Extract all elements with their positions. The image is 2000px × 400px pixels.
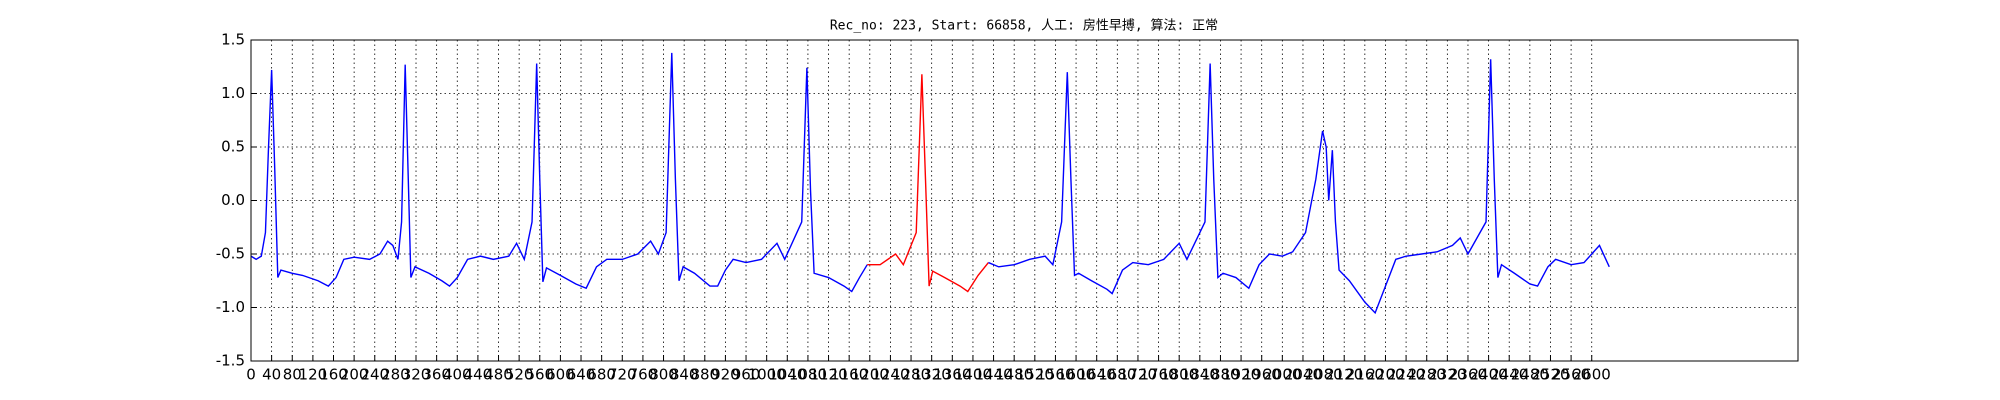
chart-title: Rec_no: 223, Start: 66858, 人工: 房性早搏, 算法:… [830, 18, 1218, 34]
y-tick-label: 1.0 [221, 84, 245, 102]
x-tick-label: 1920 [1222, 366, 1260, 384]
x-tick-label: 1520 [1016, 366, 1054, 384]
x-tick-label: 1280 [892, 366, 930, 384]
x-tick-label: 880 [690, 366, 719, 384]
x-tick-label: 440 [464, 366, 493, 384]
x-tick-label: 840 [670, 366, 699, 384]
ecg-line [988, 59, 1610, 315]
plot-frame [250, 39, 1799, 362]
x-tick-label: 2240 [1387, 366, 1425, 384]
x-tick-label: 1080 [789, 366, 827, 384]
y-tick-label: 1.5 [221, 31, 245, 49]
x-tick-label: 1720 [1119, 366, 1157, 384]
x-tick-label: 920 [711, 366, 740, 384]
x-tick-label: 2000 [1263, 366, 1301, 384]
x-tick-label: 1760 [1139, 366, 1177, 384]
x-tick-label: 680 [587, 366, 616, 384]
x-tick-label: 760 [629, 366, 658, 384]
x-tick-label: 2120 [1325, 366, 1363, 384]
y-tick-label: 0.5 [221, 138, 245, 156]
x-tick-label: 1960 [1243, 366, 1281, 384]
ecg-line [867, 74, 989, 293]
x-tick-label: 2200 [1366, 366, 1404, 384]
x-tick-label: 1440 [974, 366, 1012, 384]
x-tick-label: 2320 [1428, 366, 1466, 384]
x-tick-label: 1200 [851, 366, 889, 384]
x-tick-label: 1320 [913, 366, 951, 384]
x-tick-label: 320 [402, 366, 431, 384]
x-tick-label: 160 [319, 366, 348, 384]
x-tick-label: 2040 [1284, 366, 1322, 384]
x-tick-label: 1880 [1201, 366, 1239, 384]
x-tick-label: 2160 [1346, 366, 1384, 384]
y-tick-label: -0.5 [216, 245, 245, 263]
x-tick-label: 2360 [1449, 366, 1487, 384]
x-tick-label: 600 [546, 366, 575, 384]
x-tick-label: 1800 [1160, 366, 1198, 384]
x-tick-label: 280 [381, 366, 410, 384]
x-tick-label: 2280 [1408, 366, 1446, 384]
x-tick-label: 2080 [1304, 366, 1342, 384]
x-tick-label: 1160 [830, 366, 868, 384]
x-tick-label: 560 [525, 366, 554, 384]
x-tick-label: 40 [262, 366, 281, 384]
x-tick-label: 1120 [809, 366, 847, 384]
x-tick-label: 480 [484, 366, 513, 384]
x-tick-label: 2400 [1470, 366, 1508, 384]
x-tick-label: 2560 [1552, 366, 1590, 384]
x-tick-label: 1360 [933, 366, 971, 384]
x-tick-label: 120 [299, 366, 328, 384]
x-tick-label: 2480 [1511, 366, 1549, 384]
y-tick-label: 0.0 [221, 191, 245, 209]
x-tick-label: 1840 [1181, 366, 1219, 384]
x-tick-label: 1240 [871, 366, 909, 384]
x-tick-label: 400 [443, 366, 472, 384]
x-tick-label: 1560 [1036, 366, 1074, 384]
y-tick-label: -1.5 [216, 352, 245, 370]
x-tick-label: 0 [246, 366, 256, 384]
x-tick-label: 360 [422, 366, 451, 384]
x-tick-label: 1480 [995, 366, 1033, 384]
x-tick-label: 800 [649, 366, 678, 384]
x-tick-label: 1040 [768, 366, 806, 384]
x-tick-label: 520 [505, 366, 534, 384]
ecg-line [250, 52, 868, 293]
x-tick-label: 1000 [748, 366, 786, 384]
x-tick-label: 80 [283, 366, 302, 384]
x-tick-label: 200 [340, 366, 369, 384]
x-tick-label: 640 [567, 366, 596, 384]
x-tick-label: 1400 [954, 366, 992, 384]
x-tick-label: 1680 [1098, 366, 1136, 384]
x-tick-label: 2440 [1490, 366, 1528, 384]
x-tick-label: 1600 [1057, 366, 1095, 384]
x-tick-label: 2520 [1531, 366, 1569, 384]
x-tick-label: 720 [608, 366, 637, 384]
y-tick-label: -1.0 [216, 298, 245, 316]
x-tick-label: 1640 [1078, 366, 1116, 384]
x-tick-label: 240 [360, 366, 389, 384]
x-tick-label: 960 [732, 366, 761, 384]
x-tick-label: 2600 [1573, 366, 1611, 384]
